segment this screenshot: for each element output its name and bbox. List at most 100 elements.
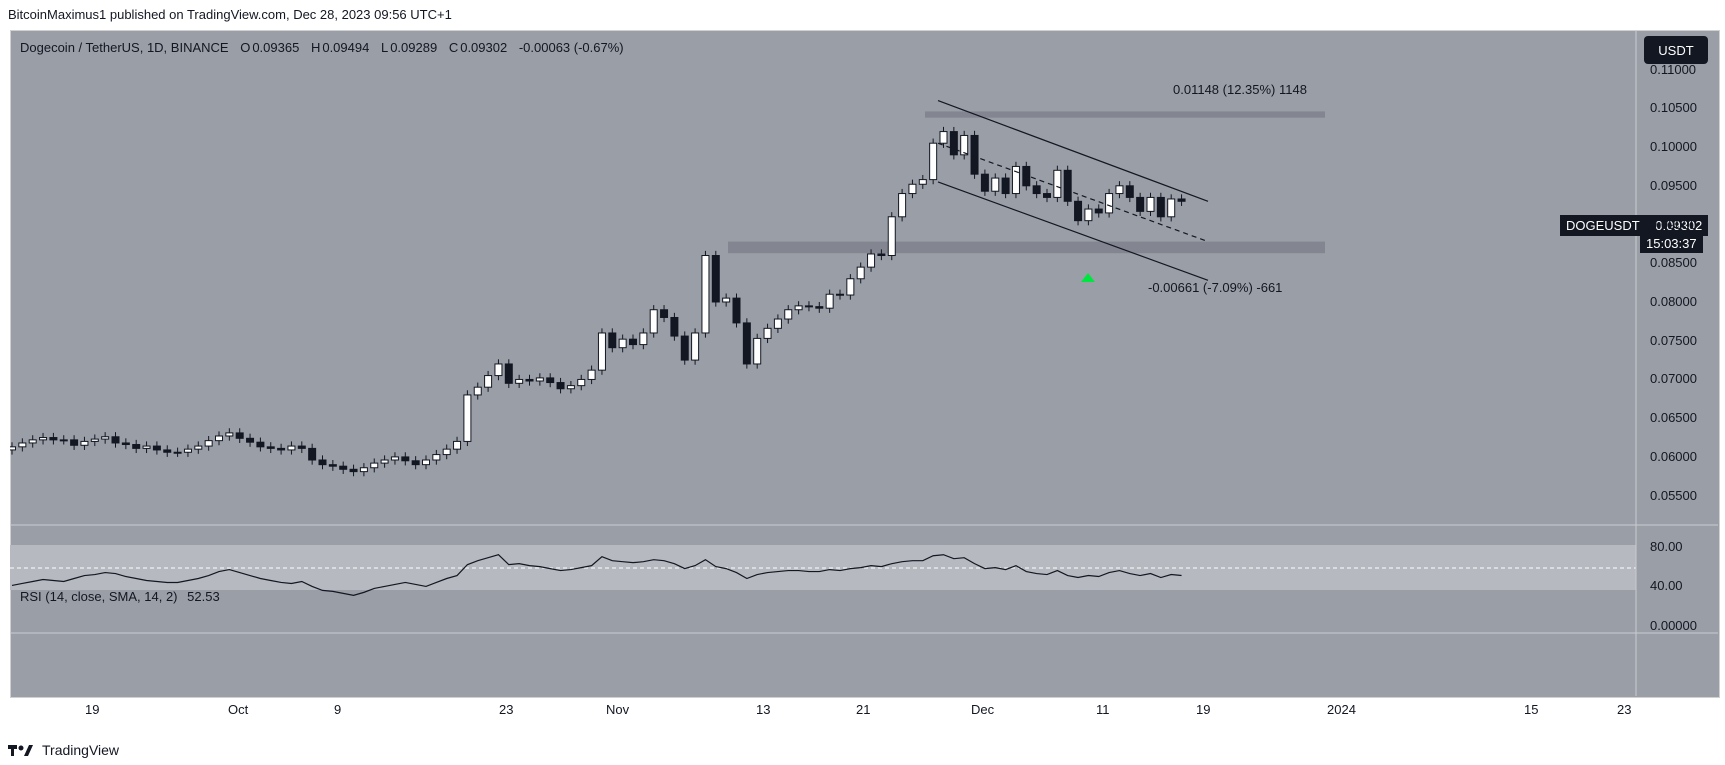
candle-body-down xyxy=(266,446,275,449)
candle-body-down xyxy=(556,382,565,390)
candle xyxy=(70,435,79,450)
rsi-axis-label: 40.00 xyxy=(1650,578,1683,594)
candle-body-up xyxy=(794,305,803,311)
candle-body-down xyxy=(877,253,886,257)
channel-mid-line xyxy=(937,142,1209,243)
candle-body-up xyxy=(204,440,213,447)
candle xyxy=(473,382,482,400)
candle xyxy=(1136,192,1145,217)
price-axis-label: 0.06000 xyxy=(1650,448,1697,464)
candle xyxy=(1156,192,1165,222)
candle-body-up xyxy=(359,467,368,473)
candle xyxy=(277,443,286,455)
candle xyxy=(804,301,813,312)
candle-body-up xyxy=(1084,208,1093,222)
rsi-line xyxy=(11,554,1182,596)
candle-body-up xyxy=(183,448,192,453)
candle-body-down xyxy=(339,465,348,470)
candle-body-up xyxy=(908,183,917,195)
candle-body-down xyxy=(163,449,172,453)
chart-canvas[interactable]: 0.01148 (12.35%) 1148 -0.00661 (-7.09%) … xyxy=(10,30,1718,696)
candle-body-up xyxy=(639,332,648,346)
channel-lower-line xyxy=(937,181,1209,281)
candle-body-down xyxy=(629,338,637,346)
candle xyxy=(494,359,503,381)
candle xyxy=(453,436,462,454)
candle xyxy=(556,377,565,394)
candle xyxy=(815,301,824,313)
candle xyxy=(173,447,182,457)
tradingview-brand[interactable]: TradingView xyxy=(42,742,120,758)
time-axis-label: 23 xyxy=(499,702,514,717)
candle xyxy=(825,289,834,313)
candle-body-up xyxy=(1105,193,1114,214)
candle xyxy=(753,333,762,369)
candle-body-up xyxy=(432,454,441,461)
candle-body-down xyxy=(608,332,617,349)
candle xyxy=(1167,194,1176,222)
candle xyxy=(370,458,379,473)
lower-measure-label: -0.00661 (-7.09%) -661 xyxy=(1148,280,1282,295)
candle xyxy=(1146,192,1155,217)
candle xyxy=(577,374,586,391)
candle xyxy=(535,373,544,386)
candle xyxy=(867,249,876,272)
chart-legend: Dogecoin / TetherUS, 1D, BINANCE O 0.0936… xyxy=(20,40,624,55)
candle-body-down xyxy=(680,335,689,361)
rsi-axis-label: 0.00000 xyxy=(1650,618,1697,634)
candle-body-down xyxy=(980,173,989,192)
candle-body-up xyxy=(763,327,772,339)
candle-body-down xyxy=(525,378,534,382)
legend-high-key: H xyxy=(310,40,321,55)
candle-body-up xyxy=(1167,198,1176,218)
candle xyxy=(732,293,741,328)
candle xyxy=(670,312,679,341)
price-axis-label: 0.11000 xyxy=(1650,61,1697,77)
candle xyxy=(566,380,575,394)
candle-body-up xyxy=(225,432,234,437)
candle-body-up xyxy=(918,179,927,185)
candle-body-up xyxy=(380,459,389,464)
candle xyxy=(80,436,89,450)
candle-body-down xyxy=(235,432,244,439)
candle-body-down xyxy=(349,468,358,473)
legend-title: Dogecoin / TetherUS, 1D, BINANCE xyxy=(20,40,229,55)
time-axis-label: 9 xyxy=(334,702,342,717)
currency-button[interactable]: USDT xyxy=(1644,36,1708,64)
support-zone xyxy=(728,241,1325,254)
candle xyxy=(680,331,689,365)
candle xyxy=(1125,181,1134,203)
candle xyxy=(701,250,710,338)
candle xyxy=(504,359,513,388)
candle-body-down xyxy=(546,377,555,384)
candle xyxy=(836,289,844,300)
time-axis-label: 21 xyxy=(856,702,871,717)
candle-body-up xyxy=(773,318,782,329)
tradingview-logo-icon xyxy=(8,745,33,756)
legend-high-value: 0.09494 xyxy=(322,40,370,55)
candle-body-down xyxy=(121,442,130,446)
candle xyxy=(587,365,596,385)
candle-body-down xyxy=(711,255,720,303)
candle-body-down xyxy=(111,436,120,444)
candle-body-up xyxy=(960,134,969,156)
price-axis-label: 0.08500 xyxy=(1650,255,1697,271)
candle-body-down xyxy=(152,445,161,451)
candle-body-up xyxy=(515,378,524,384)
candle-body-down xyxy=(949,131,958,156)
candle xyxy=(1115,181,1124,199)
candle xyxy=(949,126,958,160)
bar-countdown: 15:03:37 xyxy=(1640,234,1703,253)
candle-body-down xyxy=(1156,196,1165,218)
candle-body-up xyxy=(597,332,606,371)
candle-body-down xyxy=(1094,208,1103,214)
candle xyxy=(1084,204,1093,226)
candle-body-up xyxy=(215,435,223,442)
candle xyxy=(639,328,648,350)
candle xyxy=(359,463,368,477)
last-price-tag: DOGEUSDT 0.09302 xyxy=(1560,215,1709,236)
candle xyxy=(877,249,886,261)
candle-body-up xyxy=(10,446,16,451)
support-arrow-icon xyxy=(1081,273,1095,282)
candle xyxy=(970,130,979,179)
